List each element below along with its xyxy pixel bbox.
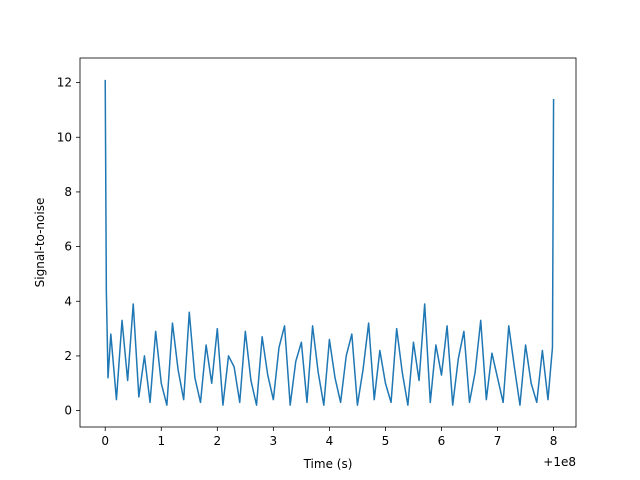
- y-tick-label: 2: [64, 349, 72, 363]
- x-axis: 0 1 2 3 4 5 6 7 8: [101, 427, 557, 448]
- series-layer: [104, 79, 555, 406]
- y-tick-label: 4: [64, 294, 72, 308]
- y-tick-label: 6: [64, 240, 72, 254]
- plot-frame: [79, 57, 577, 428]
- x-tick-label: 3: [270, 434, 278, 448]
- y-axis: 0 2 4 6 8 10 12: [57, 76, 80, 418]
- plot-area: [80, 58, 576, 427]
- x-tick-label: 5: [382, 434, 390, 448]
- x-tick-label: 7: [494, 434, 502, 448]
- x-tick-label: 2: [213, 434, 221, 448]
- series-line-0: [104, 79, 555, 406]
- x-axis-label: Time (s): [303, 457, 353, 471]
- y-tick-label: 12: [57, 76, 72, 90]
- y-tick-label: 10: [57, 130, 72, 144]
- y-tick-label: 8: [64, 185, 72, 199]
- x-tick-label: 4: [326, 434, 334, 448]
- x-tick-label: 6: [438, 434, 446, 448]
- x-tick-label: 8: [550, 434, 558, 448]
- x-tick-label: 0: [101, 434, 109, 448]
- x-axis-offset-label: +1e8: [543, 455, 576, 469]
- x-tick-label: 1: [157, 434, 165, 448]
- y-tick-label: 0: [64, 404, 72, 418]
- y-axis-label: Signal-to-noise: [33, 198, 47, 288]
